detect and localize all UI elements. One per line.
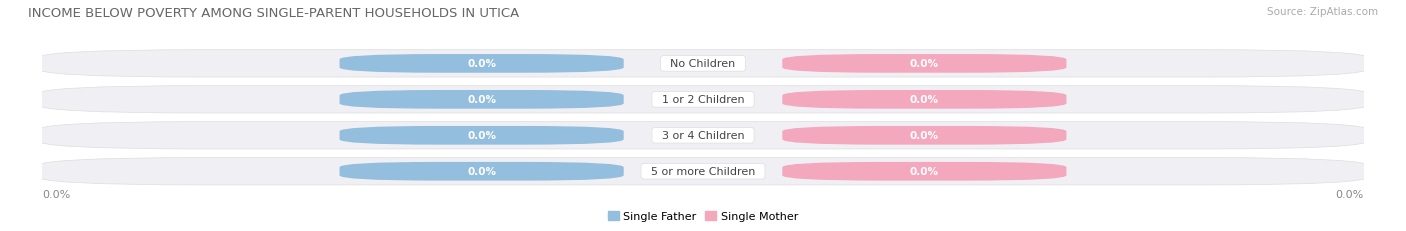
FancyBboxPatch shape — [339, 55, 624, 73]
Text: 3 or 4 Children: 3 or 4 Children — [655, 131, 751, 141]
Text: 5 or more Children: 5 or more Children — [644, 167, 762, 176]
FancyBboxPatch shape — [339, 162, 624, 181]
Text: 0.0%: 0.0% — [910, 95, 939, 105]
FancyBboxPatch shape — [782, 162, 1067, 181]
Text: 0.0%: 0.0% — [910, 131, 939, 141]
Text: 0.0%: 0.0% — [1336, 189, 1364, 199]
Text: 0.0%: 0.0% — [467, 95, 496, 105]
Text: 0.0%: 0.0% — [467, 167, 496, 176]
FancyBboxPatch shape — [35, 158, 1371, 185]
Text: No Children: No Children — [664, 59, 742, 69]
Text: 0.0%: 0.0% — [467, 59, 496, 69]
Text: 1 or 2 Children: 1 or 2 Children — [655, 95, 751, 105]
Text: 0.0%: 0.0% — [910, 59, 939, 69]
Legend: Single Father, Single Mother: Single Father, Single Mother — [603, 206, 803, 225]
FancyBboxPatch shape — [35, 51, 1371, 78]
FancyBboxPatch shape — [35, 86, 1371, 113]
FancyBboxPatch shape — [339, 91, 624, 109]
Text: Source: ZipAtlas.com: Source: ZipAtlas.com — [1267, 7, 1378, 17]
FancyBboxPatch shape — [339, 126, 624, 145]
FancyBboxPatch shape — [782, 55, 1067, 73]
Text: 0.0%: 0.0% — [42, 189, 70, 199]
Text: INCOME BELOW POVERTY AMONG SINGLE-PARENT HOUSEHOLDS IN UTICA: INCOME BELOW POVERTY AMONG SINGLE-PARENT… — [28, 7, 519, 20]
FancyBboxPatch shape — [782, 91, 1067, 109]
FancyBboxPatch shape — [35, 122, 1371, 149]
Text: 0.0%: 0.0% — [910, 167, 939, 176]
Text: 0.0%: 0.0% — [467, 131, 496, 141]
FancyBboxPatch shape — [782, 126, 1067, 145]
